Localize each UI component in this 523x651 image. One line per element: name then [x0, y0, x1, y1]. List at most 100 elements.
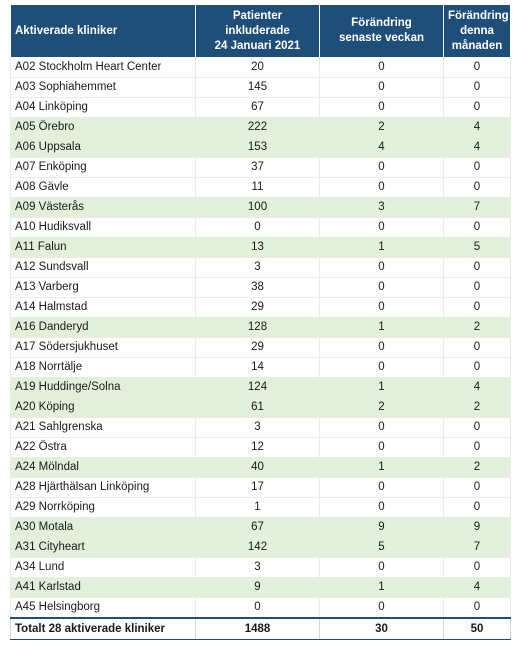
patients-cell: 153	[195, 137, 320, 158]
month-change-cell: 0	[443, 217, 511, 238]
patients-cell: 3	[195, 257, 320, 278]
month-change-cell: 4	[443, 117, 511, 138]
table-row: A45 Helsingborg 0 0 0	[10, 597, 511, 619]
table-row: A16 Danderyd 128 1 2	[10, 317, 511, 338]
week-change-cell: 9	[319, 517, 444, 538]
table-row: A09 Västerås 100 3 7	[10, 197, 511, 218]
patients-cell: 67	[195, 517, 320, 538]
clinic-name-cell: A20 Köping	[10, 397, 196, 418]
clinic-name-cell: A24 Mölndal	[10, 457, 196, 478]
table-footer: Totalt 28 aktiverade kliniker 1488 30 50	[10, 617, 511, 640]
table-row: A07 Enköping 37 0 0	[10, 157, 511, 178]
month-change-cell: 4	[443, 137, 511, 158]
patients-cell: 17	[195, 477, 320, 498]
table-row: A20 Köping 61 2 2	[10, 397, 511, 418]
clinic-name-cell: A12 Sundsvall	[10, 257, 196, 278]
clinic-name-cell: A17 Södersjukhuset	[10, 337, 196, 358]
week-change-cell: 3	[319, 197, 444, 218]
table-row: A30 Motala 67 9 9	[10, 517, 511, 538]
patients-cell: 38	[195, 277, 320, 298]
month-change-cell: 4	[443, 577, 511, 598]
clinic-name-cell: A28 Hjärthälsan Linköping	[10, 477, 196, 498]
patients-cell: 0	[195, 597, 320, 619]
patients-cell: 11	[195, 177, 320, 198]
clinic-name-cell: A03 Sophiahemmet	[10, 77, 196, 98]
patients-cell: 14	[195, 357, 320, 378]
patients-cell: 29	[195, 297, 320, 318]
patients-cell: 13	[195, 237, 320, 258]
month-change-cell: 4	[443, 377, 511, 398]
patients-cell: 61	[195, 397, 320, 418]
clinic-name-cell: A41 Karlstad	[10, 577, 196, 598]
month-change-cell: 0	[443, 357, 511, 378]
week-change-cell: 2	[319, 397, 444, 418]
month-change-cell: 0	[443, 97, 511, 118]
clinic-name-cell: A30 Motala	[10, 517, 196, 538]
clinics-table: Aktiverade kliniker Patienter inkluderad…	[10, 4, 511, 640]
header-patients-line-3: 24 Januari 2021	[214, 39, 301, 52]
table-row: A29 Norrköping 1 0 0	[10, 497, 511, 518]
month-change-cell: 0	[443, 297, 511, 318]
patients-cell: 67	[195, 97, 320, 118]
week-change-cell: 0	[319, 497, 444, 518]
month-change-cell: 0	[443, 437, 511, 458]
clinic-name-cell: A09 Västerås	[10, 197, 196, 218]
month-change-cell: 0	[443, 157, 511, 178]
week-change-cell: 0	[319, 417, 444, 438]
month-change-cell: 5	[443, 237, 511, 258]
clinic-name-cell: A04 Linköping	[10, 97, 196, 118]
header-row: Aktiverade kliniker Patienter inkluderad…	[10, 4, 511, 58]
patients-cell: 142	[195, 537, 320, 558]
clinic-name-cell: A29 Norrköping	[10, 497, 196, 518]
table-row: A24 Mölndal 40 1 2	[10, 457, 511, 478]
week-change-cell: 1	[319, 577, 444, 598]
week-change-cell: 0	[319, 357, 444, 378]
table-row: A04 Linköping 67 0 0	[10, 97, 511, 118]
week-change-cell: 1	[319, 237, 444, 258]
table-body: A02 Stockholm Heart Center 20 0 0 A03 Sophia…	[10, 57, 511, 619]
patients-cell: 222	[195, 117, 320, 138]
month-change-cell: 0	[443, 557, 511, 578]
patients-cell: 37	[195, 157, 320, 178]
patients-cell: 29	[195, 337, 320, 358]
clinic-name-cell: A13 Varberg	[10, 277, 196, 298]
month-change-cell: 0	[443, 177, 511, 198]
clinic-name-cell: A08 Gävle	[10, 177, 196, 198]
table-row: A13 Varberg 38 0 0	[10, 277, 511, 298]
patients-cell: 128	[195, 317, 320, 338]
clinic-name-cell: A18 Norrtälje	[10, 357, 196, 378]
table-row: A10 Hudiksvall 0 0 0	[10, 217, 511, 238]
week-change-cell: 1	[319, 377, 444, 398]
clinic-name-cell: A11 Falun	[10, 237, 196, 258]
month-change-cell: 7	[443, 197, 511, 218]
week-change-cell: 1	[319, 457, 444, 478]
month-change-cell: 2	[443, 317, 511, 338]
total-week-change: 30	[319, 617, 444, 640]
header-month-line-1: Förändring	[448, 9, 509, 22]
week-change-cell: 0	[319, 297, 444, 318]
week-change-cell: 0	[319, 557, 444, 578]
patients-cell: 3	[195, 557, 320, 578]
header-clinics: Aktiverade kliniker	[10, 4, 196, 58]
week-change-cell: 1	[319, 317, 444, 338]
month-change-cell: 0	[443, 597, 511, 619]
week-change-cell: 0	[319, 437, 444, 458]
header-patients-line-2: inkluderade	[225, 24, 290, 37]
week-change-cell: 5	[319, 537, 444, 558]
patients-cell: 100	[195, 197, 320, 218]
patients-cell: 145	[195, 77, 320, 98]
clinic-name-cell: A34 Lund	[10, 557, 196, 578]
month-change-cell: 2	[443, 397, 511, 418]
clinic-name-cell: A05 Örebro	[10, 117, 196, 138]
week-change-cell: 0	[319, 177, 444, 198]
header-month-line-2: denna	[460, 24, 494, 37]
week-change-cell: 0	[319, 57, 444, 78]
table-row: A05 Örebro 222 2 4	[10, 117, 511, 138]
total-patients: 1488	[195, 617, 320, 640]
table-row: A18 Norrtälje 14 0 0	[10, 357, 511, 378]
clinic-name-cell: A10 Hudiksvall	[10, 217, 196, 238]
total-month-change: 50	[443, 617, 511, 640]
clinic-name-cell: A21 Sahlgrenska	[10, 417, 196, 438]
table-row: A17 Södersjukhuset 29 0 0	[10, 337, 511, 358]
clinic-name-cell: A06 Uppsala	[10, 137, 196, 158]
